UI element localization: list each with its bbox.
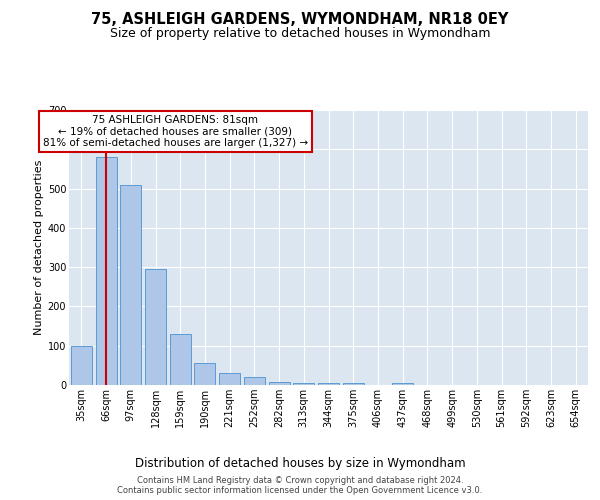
- Text: 75, ASHLEIGH GARDENS, WYMONDHAM, NR18 0EY: 75, ASHLEIGH GARDENS, WYMONDHAM, NR18 0E…: [91, 12, 509, 28]
- Bar: [71, 346, 92, 385]
- Bar: [343, 383, 364, 385]
- Bar: [120, 184, 141, 385]
- Text: Size of property relative to detached houses in Wymondham: Size of property relative to detached ho…: [110, 28, 490, 40]
- Text: 75 ASHLEIGH GARDENS: 81sqm
← 19% of detached houses are smaller (309)
81% of sem: 75 ASHLEIGH GARDENS: 81sqm ← 19% of deta…: [43, 114, 308, 148]
- Bar: [293, 382, 314, 385]
- Bar: [392, 384, 413, 385]
- Bar: [244, 377, 265, 385]
- Bar: [318, 383, 339, 385]
- Y-axis label: Number of detached properties: Number of detached properties: [34, 160, 44, 335]
- Text: Contains HM Land Registry data © Crown copyright and database right 2024.
Contai: Contains HM Land Registry data © Crown c…: [118, 476, 482, 495]
- Bar: [95, 157, 116, 385]
- Bar: [269, 382, 290, 385]
- Bar: [219, 373, 240, 385]
- Bar: [170, 334, 191, 385]
- Bar: [145, 269, 166, 385]
- Bar: [194, 364, 215, 385]
- Text: Distribution of detached houses by size in Wymondham: Distribution of detached houses by size …: [134, 458, 466, 470]
